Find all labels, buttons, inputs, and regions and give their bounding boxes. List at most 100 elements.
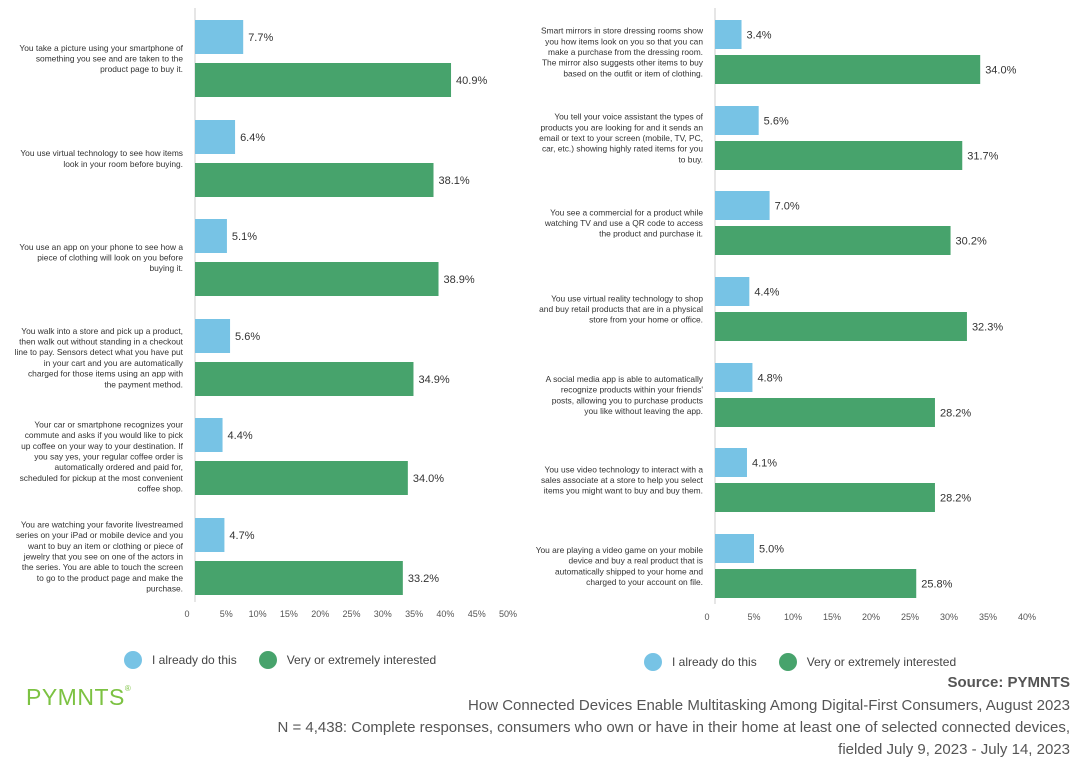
category-label: Your car or smartphone recognizes your co… — [20, 419, 184, 493]
category-label-line: something you see and are taken to the — [36, 54, 183, 64]
category-label-line: You walk into a store and pick up a prod… — [21, 326, 183, 336]
legend-left: I already do this Very or extremely inte… — [124, 651, 458, 669]
data-label-interested: 40.9% — [456, 75, 487, 87]
category-label-line: Smart mirrors in store dressing rooms sh… — [541, 26, 704, 36]
x-tick-label: 50% — [499, 609, 517, 619]
category-label-line: look in your room before buying. — [63, 159, 183, 169]
x-tick-label: 0 — [184, 609, 189, 619]
data-label-interested: 34.9% — [418, 374, 449, 386]
category-label: You use video technology to interact wit… — [541, 464, 704, 495]
category-label-line: based on the outfit or item of clothing. — [563, 68, 703, 78]
legend-swatch-already — [644, 653, 662, 671]
bar-interested — [195, 561, 403, 595]
bar-already — [715, 20, 742, 49]
data-label-interested: 38.9% — [444, 274, 475, 286]
category-label-line: the product and purchase it. — [599, 229, 703, 239]
x-tick-label: 10% — [249, 609, 267, 619]
category-label-line: then walk out without standing in a chec… — [19, 336, 184, 346]
bar-already — [715, 363, 753, 392]
category-label-line: to go to the product page and make the — [37, 573, 184, 583]
category-label-line: purchase. — [146, 584, 183, 594]
category-label: You use virtual reality technology to sh… — [539, 293, 703, 324]
category-label: You take a picture using your smartphone… — [19, 43, 183, 74]
category-label-line: store from your home or office. — [589, 315, 703, 325]
bar-already — [715, 448, 747, 477]
bar-interested — [195, 362, 414, 396]
data-label-interested: 34.0% — [413, 473, 444, 485]
category-label-line: automatically shipped to your home and — [555, 566, 703, 576]
x-tick-label: 5% — [747, 612, 760, 622]
category-label-line: to buy. — [678, 154, 703, 164]
category-label-line: automatically ordered and paid for, — [55, 462, 184, 472]
category-label-line: products you are looking for and it send… — [541, 122, 704, 132]
category-label-line: jewelry that you see on one of the actor… — [23, 552, 184, 562]
x-tick-label: 30% — [940, 612, 958, 622]
category-label-line: the payment method. — [104, 379, 183, 389]
category-label-line: car, etc.) showing highly rated items fo… — [542, 144, 703, 154]
category-label-line: want to buy an item or clothing or piece… — [27, 541, 184, 551]
bar-interested — [195, 461, 408, 495]
category-label-line: and buy retail products that are in a ph… — [539, 304, 703, 314]
category-label-line: line to pay. Sensors detect what you hav… — [15, 347, 184, 357]
x-tick-label: 25% — [342, 609, 360, 619]
category-label-line: you say yes, your regular coffee order i… — [34, 452, 183, 462]
category-label-line: You use virtual technology to see how it… — [20, 148, 183, 158]
data-label-already: 7.0% — [775, 201, 800, 213]
x-tick-label: 25% — [901, 612, 919, 622]
category-label-line: You use video technology to interact wit… — [545, 464, 704, 474]
category-label: You are watching your favorite livestrea… — [16, 519, 184, 593]
bar-interested — [715, 55, 981, 84]
data-label-already: 6.4% — [240, 132, 265, 144]
x-tick-label: 30% — [374, 609, 392, 619]
category-label-line: you how items look on you so that you ca… — [545, 36, 703, 46]
x-tick-label: 35% — [979, 612, 997, 622]
chart-canvas: 0 5% 10% 15% 20% 25% 30% 35% 40% 45% 50% You take a… — [15, 8, 1036, 622]
bar-already — [195, 518, 225, 552]
x-tick-label: 5% — [220, 609, 233, 619]
category-label-line: device and buy a real product that is — [568, 556, 703, 566]
data-label-already: 5.1% — [232, 231, 257, 243]
sample-note-line2: fielded July 9, 2023 - July 14, 2023 — [838, 741, 1070, 758]
category-label: You are playing a video game on your mob… — [536, 545, 704, 587]
bar-already — [195, 120, 236, 154]
bar-interested — [715, 569, 917, 598]
category-label: You walk into a store and pick up a prod… — [15, 326, 184, 390]
x-tick-label: 40% — [1018, 612, 1036, 622]
legend-right: I already do this Very or extremely inte… — [644, 653, 978, 671]
data-label-already: 4.4% — [228, 430, 253, 442]
category-label-line: items you might want to buy and buy them… — [544, 486, 703, 496]
data-label-already: 4.7% — [229, 530, 254, 542]
x-tick-label: 20% — [311, 609, 329, 619]
data-label-already: 5.6% — [764, 116, 789, 128]
x-tick-label: 15% — [823, 612, 841, 622]
legend-swatch-already — [124, 651, 142, 669]
legend-label-already: I already do this — [152, 653, 237, 667]
sample-note-line1: N = 4,438: Complete responses, consumers… — [277, 719, 1070, 736]
data-label-already: 4.4% — [754, 287, 779, 299]
bar-interested — [195, 163, 434, 197]
x-tick-label: 45% — [468, 609, 486, 619]
category-label: Smart mirrors in store dressing rooms sh… — [541, 26, 704, 79]
category-label-line: watching TV and use a QR code to access — [544, 218, 703, 228]
category-label-line: You take a picture using your smartphone… — [19, 43, 183, 53]
category-label-line: You are watching your favorite livestrea… — [21, 519, 184, 529]
bar-interested — [715, 141, 963, 170]
category-label-line: charged for those items using an app wit… — [28, 369, 183, 379]
category-label-line: sales associate at a store to help you s… — [541, 475, 704, 485]
category-label-line: recognize products within your friends' — [561, 385, 704, 395]
bar-already — [195, 418, 223, 452]
legend-label-already: I already do this — [672, 655, 757, 669]
data-label-interested: 28.2% — [940, 408, 971, 420]
x-tick-label: 40% — [436, 609, 454, 619]
category-label-line: A social media app is able to automatica… — [546, 374, 704, 384]
category-label: You use virtual technology to see how it… — [20, 148, 183, 169]
x-tick-label: 15% — [280, 609, 298, 619]
bar-already — [195, 319, 231, 353]
bar-interested — [715, 312, 967, 341]
category-label-line: The mirror also suggests other items to … — [542, 58, 704, 68]
data-label-interested: 30.2% — [956, 236, 987, 248]
x-tick-label: 0 — [704, 612, 709, 622]
data-label-already: 3.4% — [747, 30, 772, 42]
category-label: You use an app on your phone to see how … — [19, 242, 183, 273]
data-label-interested: 25.8% — [921, 579, 952, 591]
